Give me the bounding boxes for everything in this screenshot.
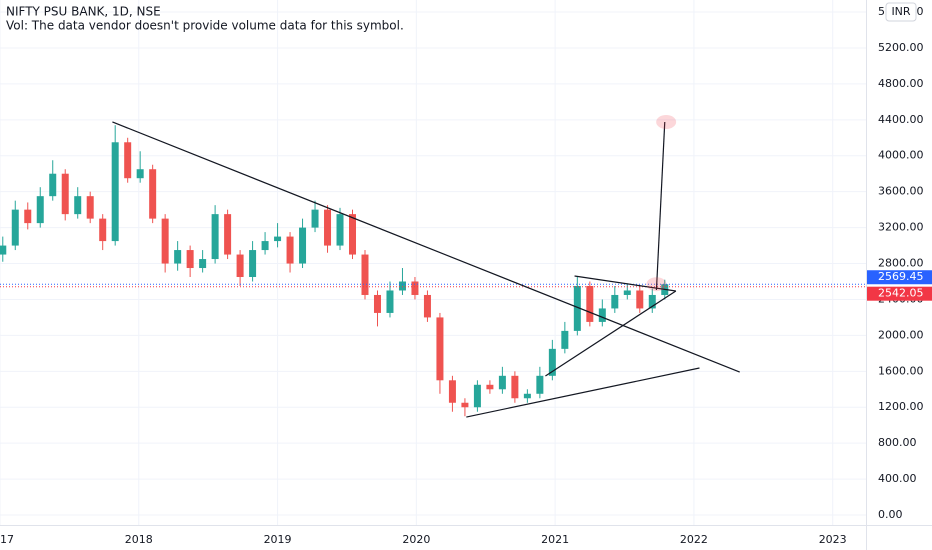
trend-line	[574, 275, 676, 292]
candle-body	[186, 250, 194, 269]
y-tick-label: 2800.00	[878, 257, 924, 270]
candle-body	[0, 245, 7, 255]
y-tick-label: 4400.00	[878, 113, 924, 126]
y-tick-label: 0.00	[878, 508, 903, 521]
axes: 0.00400.00800.001200.001600.002000.00240…	[0, 5, 932, 546]
candle-body	[498, 375, 506, 390]
candle-body	[436, 317, 444, 381]
x-tick-label: 2018	[125, 533, 153, 546]
candle-body	[536, 375, 544, 394]
candle-body	[448, 380, 456, 403]
candle-body	[611, 294, 619, 309]
trend-line	[545, 290, 677, 377]
candle-body	[423, 294, 431, 318]
highlight	[646, 277, 667, 292]
plot	[0, 114, 866, 418]
candle-body	[648, 294, 656, 309]
candle-body	[249, 250, 257, 278]
candle-body	[299, 227, 307, 264]
candle-body	[373, 294, 381, 313]
chart-title: NIFTY PSU BANK, 1D, NSE	[6, 5, 161, 19]
candle-body	[623, 290, 631, 295]
grid	[0, 0, 866, 525]
candle-body	[349, 214, 357, 255]
chart-subtitle: Vol: The data vendor doesn't provide vol…	[6, 19, 404, 33]
candle-body	[561, 330, 569, 349]
candle-body	[136, 169, 144, 179]
candle-body	[224, 214, 232, 255]
candle-body	[286, 236, 294, 264]
candle-body	[261, 241, 269, 251]
x-tick-label: 2021	[541, 533, 569, 546]
candle-body	[636, 290, 644, 309]
y-tick-label: 4000.00	[878, 149, 924, 162]
candle-body	[523, 393, 531, 399]
candle-body	[199, 259, 207, 269]
y-tick-label: 1200.00	[878, 400, 924, 413]
candle-body	[473, 384, 481, 408]
candle-body	[124, 142, 132, 179]
candle-body	[24, 209, 32, 224]
x-tick-label: 2019	[264, 533, 292, 546]
candle-body	[149, 169, 157, 219]
candle-body	[324, 209, 332, 246]
y-tick-label: 3200.00	[878, 221, 924, 234]
candle-body	[511, 375, 519, 399]
candle-body	[361, 254, 369, 295]
candle-body	[598, 308, 606, 322]
trend-line	[112, 121, 740, 373]
trend-line	[466, 367, 700, 418]
candle-body	[174, 250, 182, 264]
y-tick-label: 5200.00	[878, 41, 924, 54]
candle-body	[274, 236, 282, 242]
x-tick-label: 2022	[680, 533, 708, 546]
candle-body	[211, 214, 219, 260]
y-tick-label: 800.00	[878, 436, 917, 449]
candle-body	[411, 281, 419, 295]
candle-body	[99, 218, 107, 242]
candle-body	[548, 348, 556, 376]
candle-body	[573, 285, 581, 331]
price-label: 2542.05	[878, 287, 924, 300]
candle-body	[336, 214, 344, 246]
candle-body	[161, 218, 169, 264]
x-tick-label: 2017	[0, 533, 14, 546]
candle-body	[461, 402, 469, 408]
candle-body	[311, 209, 319, 228]
candle-body	[236, 254, 244, 278]
candle-body	[586, 285, 594, 322]
y-tick-label: 1600.00	[878, 364, 924, 377]
price-label-box	[867, 270, 932, 285]
candle-body	[111, 142, 119, 242]
candle-body	[49, 173, 57, 197]
price-label: 2569.45	[878, 270, 924, 283]
candle-body	[86, 196, 94, 219]
candle-body	[36, 196, 44, 224]
candle-body	[11, 209, 19, 246]
candle-body	[61, 173, 69, 215]
x-tick-label: 2023	[819, 533, 847, 546]
currency-badge[interactable]	[885, 2, 917, 22]
trend-line	[655, 121, 666, 291]
y-tick-label: 3600.00	[878, 185, 924, 198]
candle-body	[398, 281, 406, 291]
y-tick-label: 2000.00	[878, 328, 924, 341]
y-tick-label: 4800.00	[878, 77, 924, 90]
y-tick-label: 400.00	[878, 472, 917, 485]
candle-body	[74, 196, 82, 215]
highlight	[656, 114, 677, 129]
currency-label[interactable]: INR	[891, 5, 910, 18]
price-label-box	[867, 286, 932, 301]
candle-body	[386, 290, 394, 313]
candle-body	[486, 384, 494, 390]
x-tick-label: 2020	[402, 533, 430, 546]
